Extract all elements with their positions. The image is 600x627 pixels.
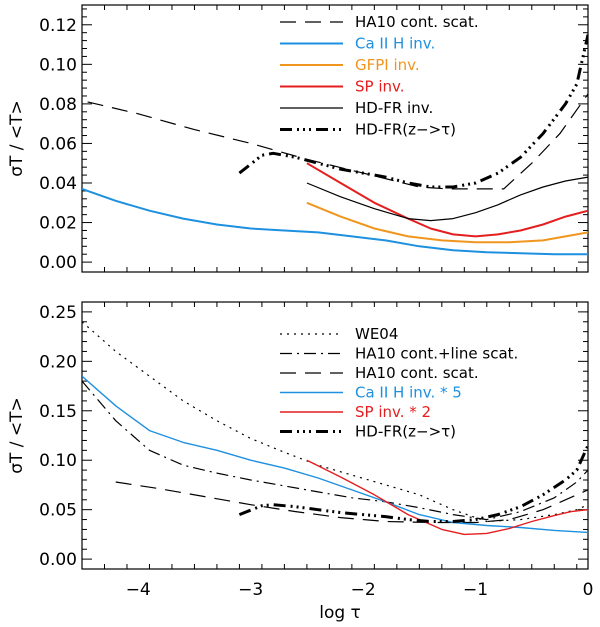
x-tick-label: −1 bbox=[463, 580, 488, 600]
y-tick-label: 0.00 bbox=[39, 550, 77, 570]
bottom-panel: −4 −3 −2 −1 0 0.00 0.05 0.10 0.15 0.20 0.25 σT / <T… bbox=[7, 301, 594, 600]
series-line bbox=[238, 444, 588, 523]
legend-label: HA10 cont. scat. bbox=[355, 13, 479, 31]
plot-frame bbox=[81, 4, 589, 273]
y-tick-label: 0.05 bbox=[39, 501, 77, 521]
x-tick-label: −2 bbox=[351, 580, 376, 600]
legend-label: SP inv. bbox=[355, 78, 405, 96]
y-tick-label: 0.10 bbox=[39, 55, 77, 75]
y-tick-label: 0.02 bbox=[39, 214, 77, 234]
legend-label: Ca II H inv. bbox=[355, 35, 435, 53]
y-tick-label: 0.20 bbox=[39, 352, 77, 372]
legend-label: HA10 cont.+line scat. bbox=[355, 345, 518, 363]
legend-label: SP inv. * 2 bbox=[355, 403, 431, 421]
y-axis-label: σT / <T> bbox=[7, 397, 27, 474]
top-panel: 0.00 0.02 0.04 0.06 0.08 0.10 0.12 σT / <T> HA10… bbox=[7, 4, 589, 273]
legend-label: WE04 bbox=[355, 325, 398, 343]
x-tick-label: 0 bbox=[583, 580, 594, 600]
series-line bbox=[82, 187, 588, 256]
series-line bbox=[306, 201, 588, 244]
x-tick-label: −4 bbox=[126, 580, 151, 600]
y-tick-label: 0.08 bbox=[39, 95, 77, 115]
x-tick-label: −3 bbox=[238, 580, 263, 600]
y-tick-label: 0.25 bbox=[39, 303, 77, 323]
series-line bbox=[306, 162, 588, 238]
legend-label: HA10 cont. scat. bbox=[355, 364, 479, 382]
legend-label: HD-FR(z−>τ) bbox=[355, 121, 456, 139]
y-tick-label: 0.12 bbox=[39, 16, 77, 36]
legend-label: GFPI inv. bbox=[355, 56, 420, 74]
y-tick-label: 0.04 bbox=[39, 174, 77, 194]
series-line bbox=[306, 459, 588, 536]
series-line bbox=[306, 176, 588, 222]
series-line bbox=[82, 380, 588, 521]
y-tick-label: 0.15 bbox=[39, 402, 77, 422]
x-axis-label: log τ bbox=[319, 603, 361, 623]
series-line bbox=[82, 375, 588, 534]
y-axis-label: σT / <T> bbox=[7, 100, 27, 177]
series-line bbox=[115, 481, 588, 524]
legend-label: HD-FR(z−>τ) bbox=[355, 423, 456, 441]
legend-label: HD-FR inv. bbox=[355, 99, 433, 117]
legend-label: Ca II H inv. * 5 bbox=[355, 384, 462, 402]
y-tick-label: 0.00 bbox=[39, 253, 77, 273]
series-line bbox=[87, 93, 588, 190]
y-tick-label: 0.10 bbox=[39, 451, 77, 471]
plot-frame bbox=[81, 301, 589, 570]
y-tick-label: 0.06 bbox=[39, 134, 77, 154]
series-line bbox=[238, 34, 588, 189]
